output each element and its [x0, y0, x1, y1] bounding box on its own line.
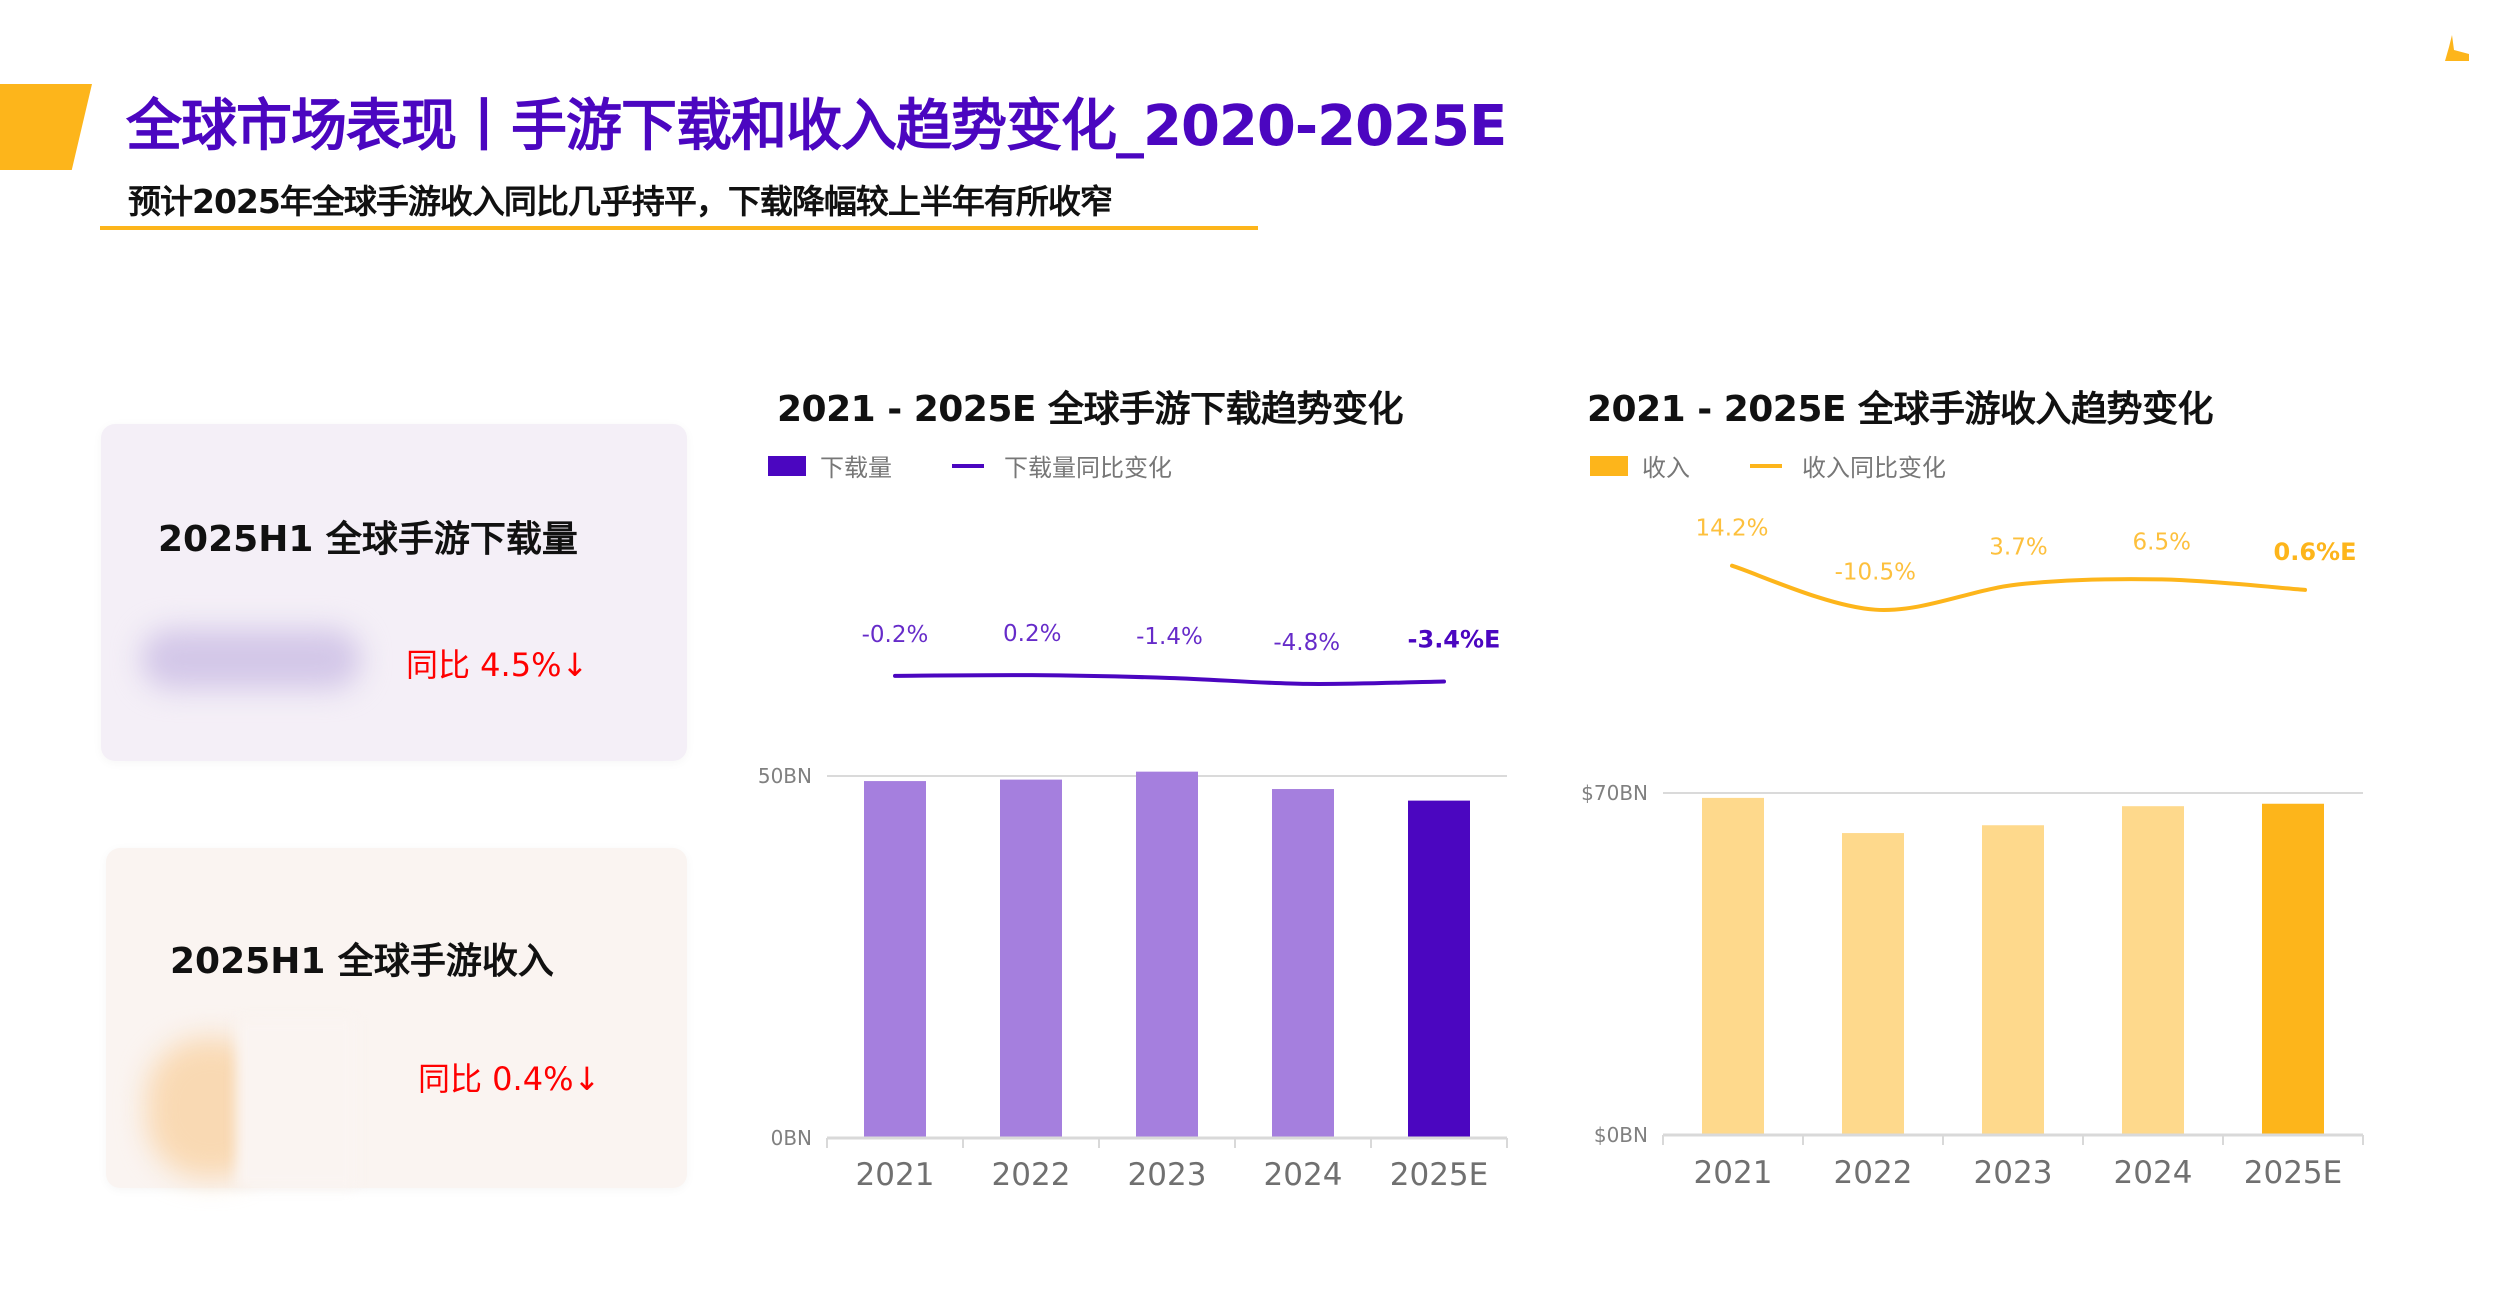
legend-label: 下载量同比变化: [1004, 454, 1172, 482]
revenue-chart-title: 2021 - 2025E 全球手游收入趋势变化: [1587, 389, 2214, 430]
downloads-legend: 下载量 下载量同比变化: [768, 448, 1172, 483]
revenue-bar-2023: [1982, 825, 2044, 1135]
revenue-x-tick-label: 2025E: [2244, 1155, 2342, 1191]
revenue-x-tick-label: 2021: [1694, 1155, 1773, 1191]
legend-line-swatch: [952, 463, 984, 468]
downloads-chart-title: 2021 - 2025E 全球手游下载趋势变化: [777, 389, 1404, 430]
downloads-bar-2022: [1000, 779, 1062, 1138]
downloads-x-tick-label: 2023: [1128, 1157, 1207, 1193]
revenue-summary-card: 2025H1 全球手游收入 同比 0.4%↓: [106, 848, 687, 1188]
legend-label: 下载量: [820, 454, 892, 482]
downloads-yoy-label: 0.2%: [1003, 621, 1061, 647]
downloads-yoy-label: -4.8%: [1273, 630, 1340, 656]
downloads-yoy-label: -1.4%: [1136, 624, 1203, 650]
revenue-yoy-label: -10.5%: [1835, 560, 1916, 586]
downloads-x-tick-label: 2021: [856, 1157, 935, 1193]
redacted-value: [141, 629, 361, 689]
revenue-yoy-label: 3.7%: [1989, 534, 2047, 560]
revenue-x-tick-label: 2023: [1974, 1155, 2053, 1191]
brand-logo-icon: [2445, 35, 2469, 61]
downloads-bar-2021: [864, 781, 926, 1138]
revenue-bar-2022: [1842, 833, 1904, 1135]
downloads-summary-card: 2025H1 全球手游下载量 同比 4.5%↓: [101, 424, 687, 761]
downloads-yoy-line: [893, 673, 1446, 686]
redacted-veil: [236, 1018, 356, 1188]
revenue-y-tick-label: $70BN: [1581, 781, 1648, 805]
downloads-y-tick-label: 50BN: [758, 764, 812, 788]
revenue-bar-2024: [2122, 806, 2184, 1135]
yoy-change: 同比 4.5%↓: [406, 646, 589, 684]
revenue-yoy-label: 14.2%: [1695, 516, 1768, 542]
revenue-yoy-label: 6.5%: [2133, 529, 2191, 555]
revenue-y-tick-label: $0BN: [1594, 1123, 1648, 1147]
downloads-x-tick-label: 2024: [1264, 1157, 1343, 1193]
downloads-bar-2024: [1272, 789, 1334, 1138]
revenue-bar-2025E: [2262, 803, 2324, 1135]
legend-bar-swatch: [768, 455, 806, 476]
page-subtitle: 预计2025年全球手游收入同比几乎持平，下载降幅较上半年有所收窄: [128, 182, 1113, 221]
downloads-yoy-label: -0.2%: [862, 622, 929, 648]
subtitle-underline: [100, 226, 1258, 230]
revenue-bar-2021: [1702, 797, 1764, 1135]
downloads-yoy-label: -3.4%E: [1408, 625, 1501, 653]
card-title: 2025H1 全球手游下载量: [158, 519, 578, 560]
revenue-legend: 收入 收入同比变化: [1590, 448, 1946, 483]
downloads-bar-2025E: [1408, 800, 1470, 1138]
legend-label: 收入: [1642, 454, 1690, 482]
downloads-x-tick-label: 2022: [992, 1157, 1071, 1193]
page-title: 全球市场表现丨手游下载和收入趋势变化_2020-2025E: [126, 94, 1507, 159]
revenue-yoy-line: [1730, 563, 2307, 612]
downloads-y-tick-label: 0BN: [771, 1126, 812, 1150]
downloads-x-tick-label: 2025E: [1390, 1157, 1488, 1193]
card-title: 2025H1 全球手游收入: [170, 941, 554, 982]
legend-line-swatch: [1750, 463, 1782, 468]
legend-label: 收入同比变化: [1802, 454, 1946, 482]
yoy-change: 同比 0.4%↓: [418, 1060, 601, 1098]
revenue-x-tick-label: 2022: [1834, 1155, 1913, 1191]
revenue-x-tick-label: 2024: [2114, 1155, 2193, 1191]
legend-bar-swatch: [1590, 455, 1628, 476]
downloads-bar-2023: [1136, 771, 1198, 1138]
revenue-yoy-label: 0.6%E: [2274, 538, 2357, 566]
